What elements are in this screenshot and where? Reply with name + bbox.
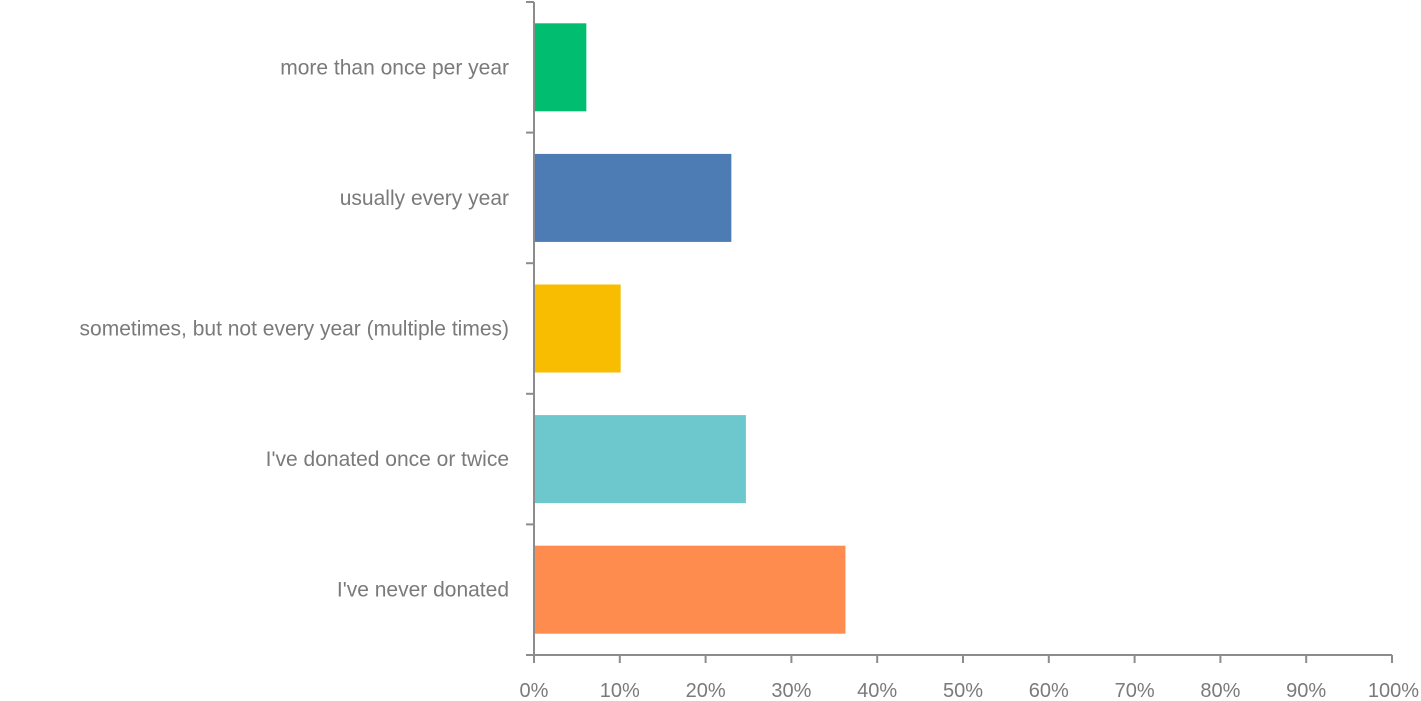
bar-0	[534, 23, 587, 112]
x-tick-label-6: 60%	[1029, 680, 1069, 701]
bar-1	[534, 153, 732, 242]
x-tick-label-10: 100%	[1368, 680, 1419, 701]
ticks-group	[526, 1, 1393, 663]
x-tick-label-8: 80%	[1200, 680, 1240, 701]
category-label-4: I've never donated	[337, 579, 509, 602]
x-tick-label-5: 50%	[943, 680, 983, 701]
x-tick-label-3: 30%	[771, 680, 811, 701]
category-label-2: sometimes, but not every year (multiple …	[80, 318, 509, 341]
axes-group	[526, 2, 1392, 659]
x-tick-label-4: 40%	[857, 680, 897, 701]
bar-3	[534, 415, 746, 504]
x-tick-label-2: 20%	[686, 680, 726, 701]
category-label-3: I've donated once or twice	[266, 448, 509, 471]
category-labels-group: more than once per year usually every yea…	[80, 56, 509, 601]
x-tick-label-0: 0%	[520, 680, 549, 701]
x-tick-label-9: 90%	[1286, 680, 1326, 701]
category-label-1: usually every year	[340, 187, 509, 210]
x-tick-label-7: 70%	[1115, 680, 1155, 701]
category-label-0: more than once per year	[280, 56, 509, 79]
bar-2	[534, 284, 621, 373]
bars-group	[534, 23, 846, 634]
x-tick-label-1: 10%	[600, 680, 640, 701]
tick-labels-group: 0% 10% 20% 30% 40% 50% 60% 70% 80% 90% 100%	[520, 680, 1420, 701]
bar-4	[534, 545, 846, 634]
